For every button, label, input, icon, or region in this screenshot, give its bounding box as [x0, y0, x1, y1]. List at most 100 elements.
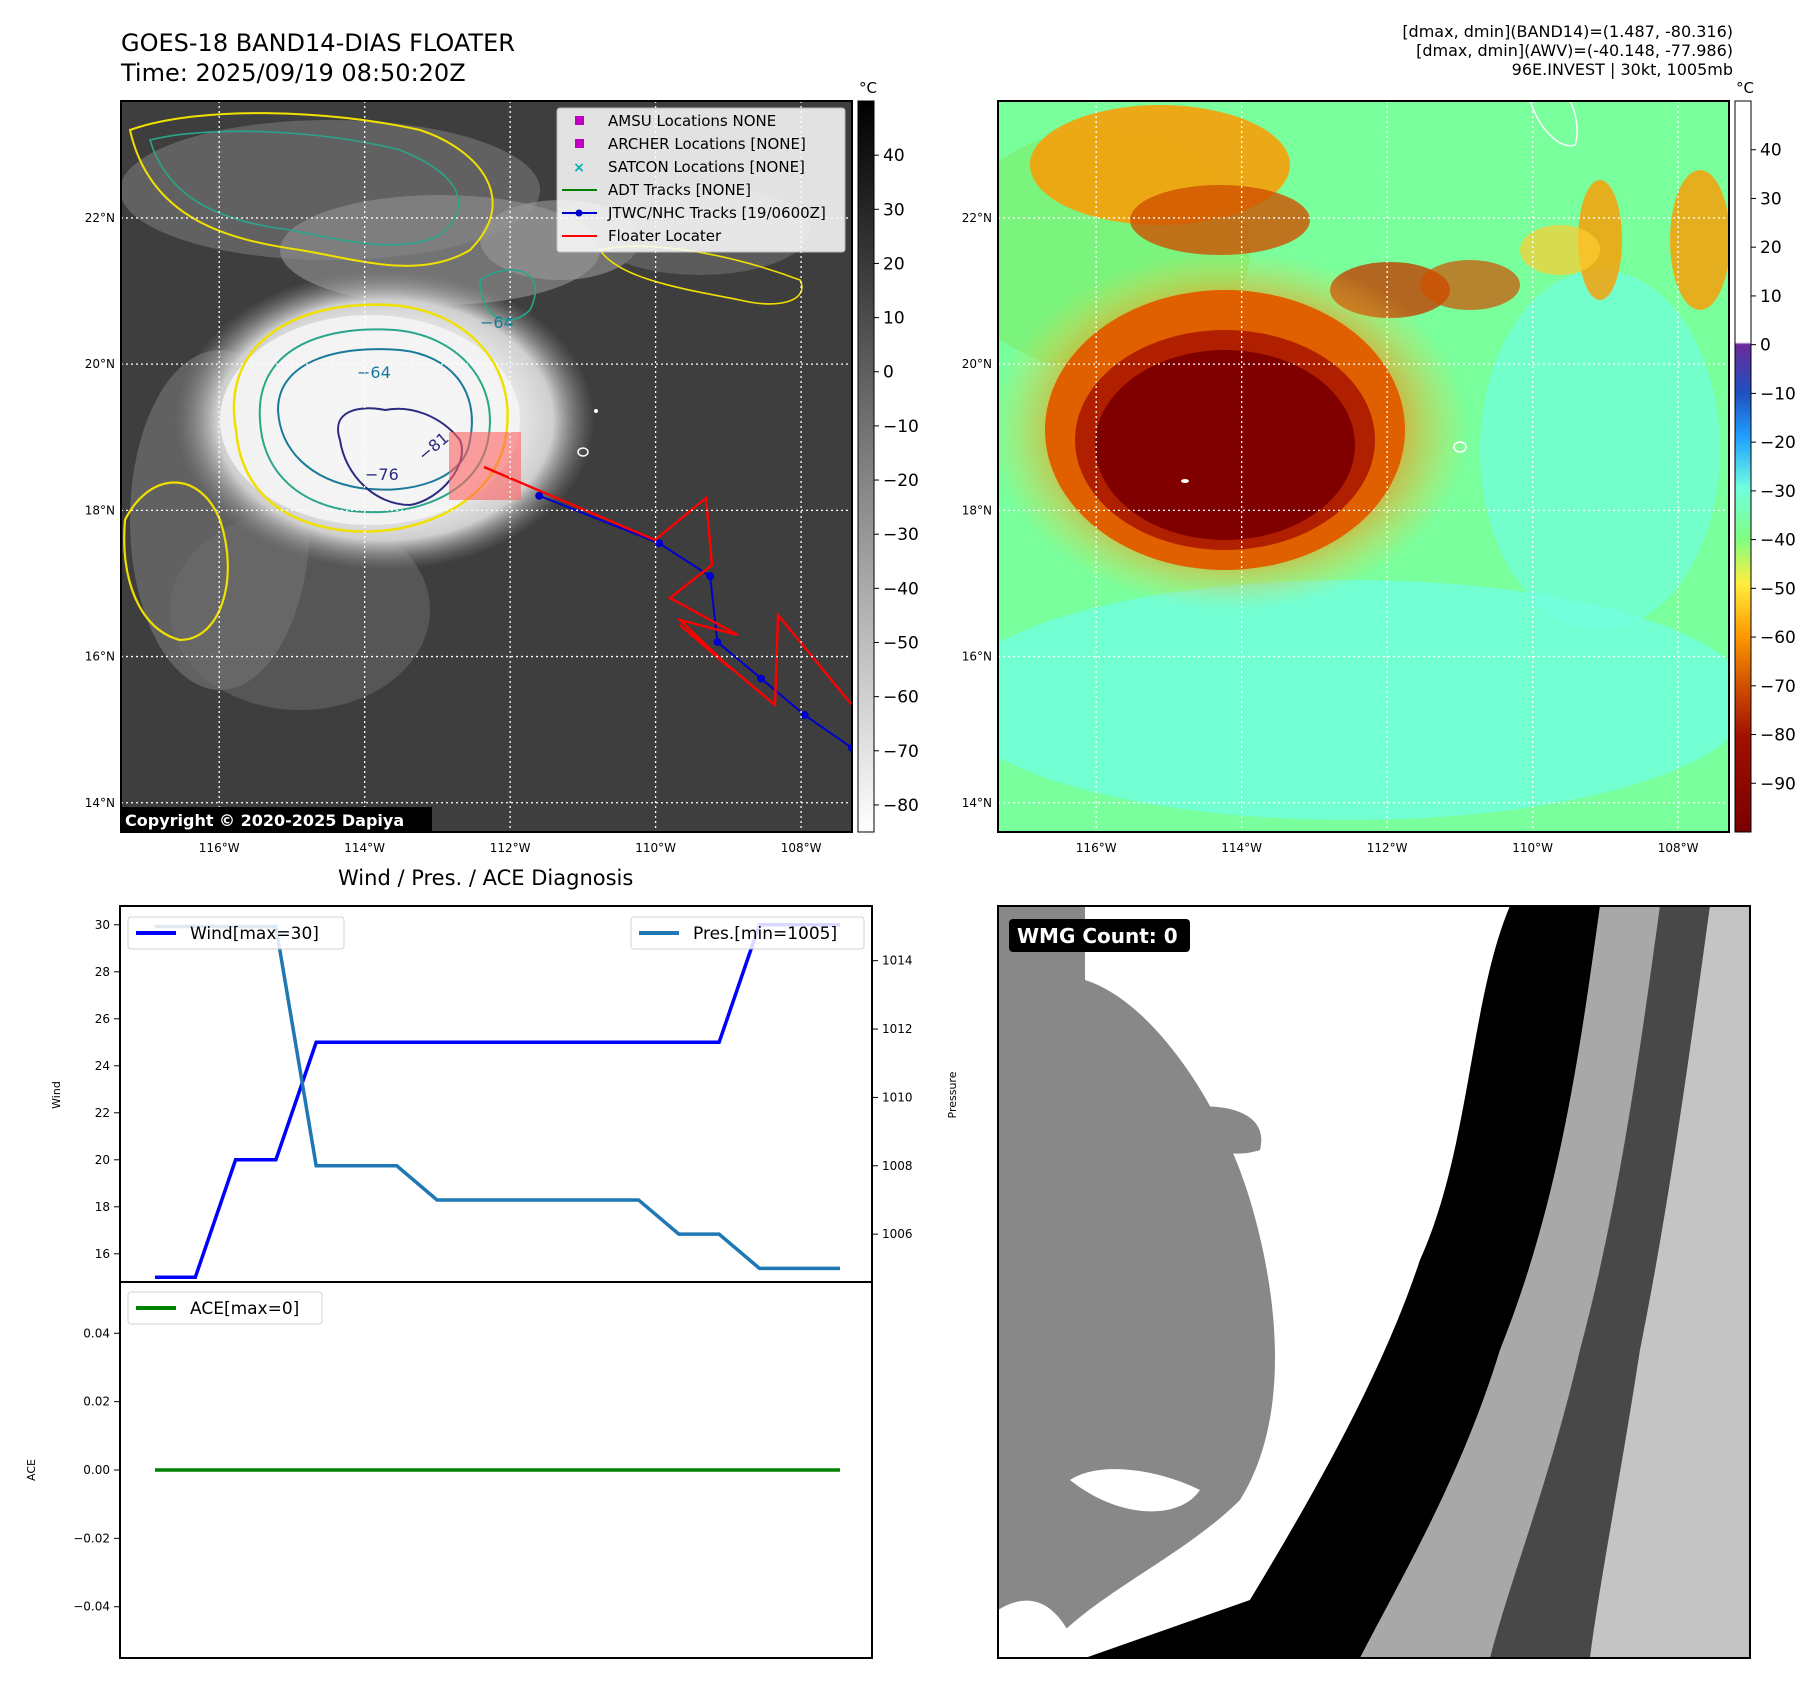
- lon-tick-label: 114°W: [1221, 841, 1262, 855]
- wind-series-line: [155, 923, 840, 1280]
- pressure-tick-label: 1006: [882, 1227, 913, 1241]
- colorbar-tick-label: −20: [1760, 433, 1796, 453]
- wmg-count: WMG Count: 0: [1017, 924, 1178, 948]
- legend-label: ADT Tracks [NONE]: [608, 181, 751, 199]
- lat-tick-label: 16°N: [85, 650, 115, 664]
- lat-tick-label: 20°N: [962, 357, 992, 371]
- ace-tick-label: −0.04: [73, 1600, 110, 1614]
- pressure-legend: Pres.[min=1005]: [630, 916, 865, 950]
- ace-tick-label: −0.02: [73, 1531, 110, 1545]
- floater-box: [449, 432, 521, 500]
- wind-tick-label: 16: [95, 1247, 110, 1261]
- map-legend: AMSU Locations NONE ARCHER Locations [NON…: [556, 107, 846, 253]
- copyright: Copyright © 2020-2025 Dapiya: [125, 811, 404, 830]
- info-line-1: [dmax, dmin](BAND14)=(1.487, -80.316): [1402, 22, 1733, 41]
- wind-tick-label: 20: [95, 1153, 110, 1167]
- figure-title: GOES-18 BAND14-DIAS FLOATER Time: 2025/0…: [121, 28, 515, 88]
- wind-tick-label: 26: [95, 1012, 110, 1026]
- color-map-frame: [997, 100, 1730, 833]
- color-map-panel: [998, 101, 1729, 832]
- legend-marker-icon: [575, 139, 584, 148]
- wind-tick-label: 22: [95, 1106, 110, 1120]
- legend-label: AMSU Locations NONE: [608, 112, 776, 130]
- pressure-legend-label: Pres.[min=1005]: [693, 924, 837, 944]
- colorbar-tick-label: 40: [883, 146, 905, 166]
- lon-tick-label: 112°W: [1367, 841, 1408, 855]
- contour-label: −64: [480, 313, 514, 332]
- ace-legend-label: ACE[max=0]: [190, 1299, 299, 1319]
- lon-tick-label: 108°W: [1658, 841, 1699, 855]
- colorbar-tick-label: −30: [1760, 482, 1796, 502]
- lon-tick-label: 116°W: [1076, 841, 1117, 855]
- lat-tick-label: 22°N: [962, 211, 992, 225]
- lat-tick-label: 14°N: [85, 796, 115, 810]
- storm-info: [dmax, dmin](BAND14)=(1.487, -80.316) [d…: [1402, 22, 1733, 79]
- colorbar-tick-label: −70: [883, 742, 919, 762]
- floater-locater-line: [483, 465, 852, 708]
- lon-tick-label: 112°W: [490, 841, 531, 855]
- ir-map-frame: [120, 100, 853, 833]
- jtwc-track-point: [800, 711, 809, 720]
- colorbar-tick-label: −60: [883, 688, 919, 708]
- gray-colorbar: [857, 100, 875, 833]
- colorbar-tick-label: −60: [1760, 628, 1796, 648]
- jtwc-track-point: [535, 491, 544, 500]
- colorbar-tick-label: 10: [1760, 287, 1782, 307]
- legend-label: ARCHER Locations [NONE]: [608, 135, 806, 153]
- wind-legend-label: Wind[max=30]: [190, 924, 319, 944]
- gray-colorbar-unit: °C: [859, 79, 877, 97]
- colorbar-tick-label: 30: [883, 200, 905, 220]
- wind-tick-label: 18: [95, 1200, 110, 1214]
- legend-label: SATCON Locations [NONE]: [608, 158, 805, 176]
- wind-axis-label: Wind: [50, 1081, 63, 1109]
- wmg-panel: WMG Count: 0: [997, 905, 1751, 1659]
- wind-tick-label: 30: [95, 918, 110, 932]
- wind-legend: Wind[max=30]: [127, 916, 345, 950]
- pressure-tick-label: 1008: [882, 1159, 913, 1173]
- colorbar-tick-label: 20: [1760, 238, 1782, 258]
- lat-tick-label: 14°N: [962, 796, 992, 810]
- ace-tick-label: 0.00: [83, 1463, 110, 1477]
- lat-tick-label: 16°N: [962, 650, 992, 664]
- ace-tick-label: 0.04: [83, 1326, 110, 1340]
- colorbar-tick-label: −40: [1760, 531, 1796, 551]
- ace-tick-label: 0.02: [83, 1395, 110, 1409]
- jtwc-track-point: [757, 674, 766, 683]
- legend-marker-icon: [575, 116, 584, 125]
- pressure-tick-label: 1012: [882, 1022, 913, 1036]
- colorbar-tick-label: −70: [1760, 677, 1796, 697]
- colorbar-tick-label: 40: [1760, 141, 1782, 161]
- diagnosis-title: Wind / Pres. / ACE Diagnosis: [338, 866, 634, 890]
- colorbar-tick-label: −10: [883, 417, 919, 437]
- pressure-tick-label: 1014: [882, 954, 913, 968]
- lat-tick-label: 18°N: [962, 503, 992, 517]
- info-line-3: 96E.INVEST | 30kt, 1005mb: [1511, 60, 1733, 79]
- colorbar-tick-label: −50: [1760, 579, 1796, 599]
- wind-pressure-panel: [119, 905, 873, 1283]
- lon-tick-label: 108°W: [781, 841, 822, 855]
- colorbar-tick-label: −50: [883, 633, 919, 653]
- title-line-2: Time: 2025/09/19 08:50:20Z: [121, 59, 466, 87]
- jtwc-track-point: [713, 637, 722, 646]
- legend-label: JTWC/NHC Tracks [19/0600Z]: [607, 204, 826, 222]
- info-line-2: [dmax, dmin](AWV)=(-40.148, -77.986): [1416, 41, 1733, 60]
- color-colorbar: [1734, 100, 1752, 833]
- lat-tick-label: 20°N: [85, 357, 115, 371]
- pressure-axis-label: Pressure: [946, 1071, 959, 1118]
- colorbar-tick-label: −30: [883, 525, 919, 545]
- colorbar-tick-label: −80: [883, 796, 919, 816]
- colorbar-tick-label: 30: [1760, 189, 1782, 209]
- jtwc-track-point: [655, 539, 664, 548]
- lon-tick-label: 114°W: [344, 841, 385, 855]
- color-colorbar-unit: °C: [1736, 79, 1754, 97]
- pressure-tick-label: 1010: [882, 1090, 913, 1104]
- colorbar-tick-label: 0: [883, 363, 894, 383]
- legend-label: Floater Locater: [608, 227, 722, 245]
- colorbar-tick-label: −10: [1760, 384, 1796, 404]
- legend-dot-icon: [575, 209, 583, 217]
- jtwc-track-point: [706, 572, 715, 581]
- title-line-1: GOES-18 BAND14-DIAS FLOATER: [121, 29, 515, 57]
- colorbar-tick-label: 10: [883, 309, 905, 329]
- contour-label: −64: [357, 363, 391, 382]
